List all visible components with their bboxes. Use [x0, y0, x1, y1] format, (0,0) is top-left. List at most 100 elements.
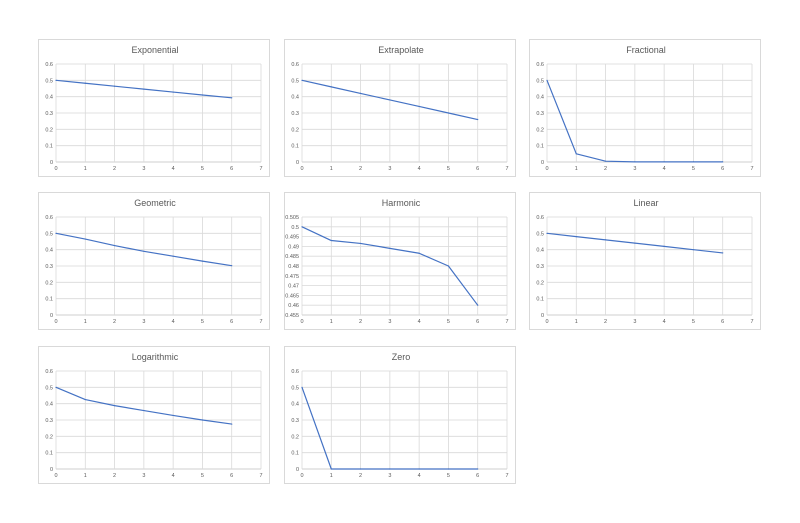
chart-panel-extrapolate: Extrapolate 0 0.1 0.2 0.3 0.4 0.5 0.6 0 1 2 3 4 5 6 7 — [284, 39, 516, 177]
x-tick-label: 5 — [201, 319, 204, 325]
x-tick-label: 1 — [575, 166, 578, 172]
x-tick-label: 6 — [721, 166, 724, 172]
chart-title: Extrapolate — [378, 45, 424, 55]
data-point — [143, 409, 145, 412]
x-tick-label: 7 — [259, 473, 262, 479]
chart-panel-fractional: Fractional 0 0.1 0.2 0.3 0.4 0.5 0.6 0 1 2 3 4 5 6 7 — [529, 39, 761, 177]
x-tick-label: 4 — [172, 473, 175, 479]
chart-title: Harmonic — [382, 198, 421, 208]
x-tick-label: 1 — [330, 319, 333, 325]
y-tick-label: 0.1 — [536, 297, 544, 303]
y-tick-label: 0.465 — [285, 293, 299, 299]
data-point — [447, 468, 450, 470]
chart-linear: Linear 0 0.1 0.2 0.3 0.4 0.5 0.6 0 1 2 3 4 5 6 7 — [536, 198, 753, 325]
data-point — [55, 79, 57, 81]
data-point — [546, 79, 548, 81]
x-tick-label: 3 — [388, 166, 391, 172]
chart-harmonic: Harmonic 0.455 0.46 0.465 0.47 0.475 0.48 0.485… — [285, 198, 508, 325]
y-tick-label: 0.49 — [288, 244, 299, 250]
y-tick-label: 0.3 — [45, 418, 53, 424]
data-point — [418, 468, 420, 470]
x-tick-label: 7 — [750, 319, 753, 325]
data-point — [172, 414, 174, 417]
x-tick-label: 4 — [418, 319, 421, 325]
x-tick-label: 2 — [113, 166, 116, 172]
x-tick-label: 4 — [663, 319, 666, 325]
data-point — [447, 112, 450, 114]
chart-panel-geometric: Geometric 0 0.1 0.2 0.3 0.4 0.5 0.6 0 1 2 3 4 5 6 7 — [38, 192, 270, 330]
x-tick-label: 2 — [113, 319, 116, 325]
y-tick-label: 0.3 — [291, 418, 299, 424]
data-point — [546, 232, 548, 234]
y-tick-label: 0.2 — [291, 434, 299, 440]
x-tick-label: 2 — [359, 166, 362, 172]
y-tick-label: 0.46 — [288, 303, 299, 309]
data-point — [604, 160, 607, 162]
x-tick-label: 4 — [663, 166, 666, 172]
data-point — [201, 419, 204, 421]
data-point — [663, 161, 665, 163]
x-tick-label: 5 — [692, 319, 695, 325]
data-point — [231, 423, 233, 425]
y-tick-label: 0.3 — [45, 264, 53, 270]
x-tick-label: 7 — [505, 473, 508, 479]
x-tick-label: 3 — [388, 473, 391, 479]
y-tick-label: 0.47 — [288, 284, 299, 290]
y-tick-label: 0 — [541, 313, 544, 319]
y-tick-label: 0.4 — [45, 248, 53, 254]
data-point — [84, 238, 86, 240]
data-point — [389, 99, 391, 101]
data-point — [84, 398, 86, 401]
chart-extrapolate: Extrapolate 0 0.1 0.2 0.3 0.4 0.5 0.6 0 1 2 3 4 5 6 7 — [291, 45, 508, 172]
data-point — [330, 86, 332, 88]
data-point — [330, 468, 332, 470]
data-point — [113, 244, 116, 247]
x-tick-label: 3 — [633, 166, 636, 172]
data-point — [359, 468, 362, 470]
x-tick-label: 4 — [418, 166, 421, 172]
data-point — [231, 97, 233, 99]
data-point — [359, 92, 362, 94]
y-tick-label: 0 — [50, 313, 53, 319]
y-tick-label: 0.6 — [45, 215, 53, 221]
data-point — [330, 239, 332, 242]
y-tick-label: 0.2 — [536, 280, 544, 286]
x-tick-label: 0 — [300, 166, 303, 172]
x-tick-label: 0 — [300, 319, 303, 325]
y-tick-label: 0 — [296, 467, 299, 473]
data-point — [84, 82, 86, 84]
chart-panel-harmonic: Harmonic 0.455 0.46 0.465 0.47 0.475 0.48 0.485… — [284, 192, 516, 330]
data-point — [418, 252, 420, 254]
y-tick-label: 0.475 — [285, 274, 299, 280]
data-point — [604, 239, 607, 241]
x-tick-label: 5 — [692, 166, 695, 172]
x-tick-label: 6 — [476, 319, 479, 325]
chart-title: Exponential — [131, 45, 178, 55]
y-tick-label: 0.6 — [536, 215, 544, 221]
data-point — [447, 265, 450, 267]
x-tick-label: 5 — [201, 473, 204, 479]
y-tick-label: 0.6 — [45, 62, 53, 68]
x-tick-label: 2 — [359, 473, 362, 479]
x-tick-label: 6 — [230, 166, 233, 172]
data-point — [389, 468, 391, 470]
chart-title: Zero — [392, 352, 411, 362]
y-tick-label: 0.4 — [536, 248, 544, 254]
data-point — [301, 226, 303, 228]
x-tick-label: 1 — [84, 473, 87, 479]
y-tick-label: 0.3 — [45, 111, 53, 117]
x-tick-label: 5 — [447, 473, 450, 479]
y-tick-label: 0.5 — [536, 231, 544, 237]
x-tick-label: 4 — [172, 166, 175, 172]
y-tick-label: 0.6 — [45, 369, 53, 375]
y-tick-label: 0.5 — [291, 78, 299, 84]
y-tick-label: 0.5 — [291, 385, 299, 391]
y-tick-label: 0.2 — [291, 127, 299, 133]
y-tick-label: 0.495 — [285, 235, 299, 241]
y-tick-label: 0.5 — [45, 78, 53, 84]
data-point — [301, 79, 303, 81]
y-tick-label: 0.3 — [536, 111, 544, 117]
x-tick-label: 0 — [54, 319, 57, 325]
data-point — [359, 242, 362, 245]
chart-title: Geometric — [134, 198, 176, 208]
